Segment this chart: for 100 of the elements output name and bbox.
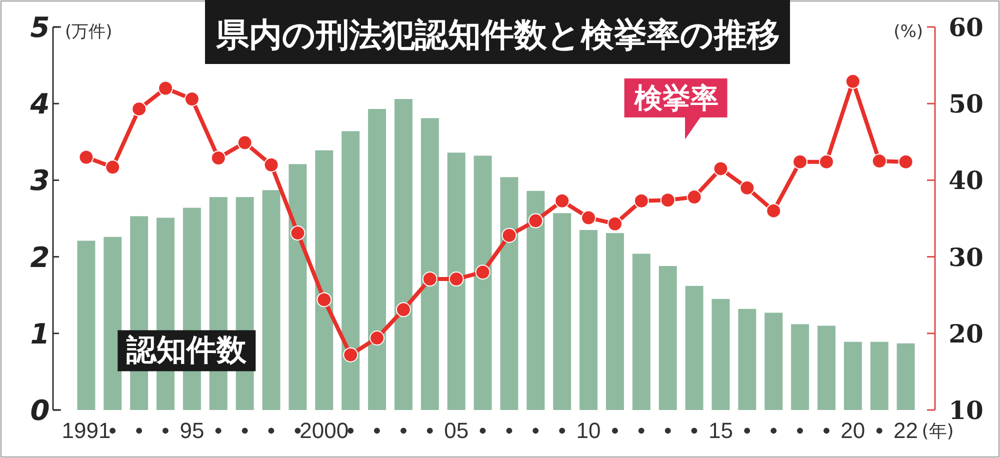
x-tick-label: • bbox=[214, 418, 222, 443]
x-tick-label: 15 bbox=[708, 418, 733, 443]
point bbox=[370, 330, 385, 346]
x-tick-label: • bbox=[532, 418, 540, 443]
y2-tick-label: 30 bbox=[948, 242, 984, 272]
bar bbox=[526, 190, 545, 410]
bar bbox=[791, 324, 810, 410]
series-label: 検挙率 bbox=[633, 81, 718, 114]
x-tick-label: 20 bbox=[840, 418, 866, 443]
y2-tick-label: 60 bbox=[948, 13, 984, 42]
x-tick-label: • bbox=[743, 418, 752, 443]
bar bbox=[104, 236, 122, 410]
bar bbox=[844, 342, 862, 410]
point bbox=[581, 210, 596, 226]
bar bbox=[342, 131, 360, 410]
bar bbox=[368, 108, 386, 410]
x-tick-label: • bbox=[664, 418, 672, 443]
point bbox=[422, 272, 438, 287]
y2-axis-title: (%) bbox=[894, 22, 923, 42]
point bbox=[448, 272, 464, 287]
point bbox=[528, 213, 544, 228]
bar bbox=[764, 312, 783, 410]
point bbox=[713, 161, 728, 176]
point bbox=[264, 157, 279, 172]
point bbox=[290, 226, 306, 241]
point bbox=[237, 135, 252, 150]
point bbox=[634, 193, 649, 208]
x-tick-label: 1991 bbox=[62, 418, 111, 443]
point bbox=[343, 347, 358, 362]
chart-title: 県内の刑法犯認知件数と検挙率の推移 bbox=[215, 15, 780, 54]
point bbox=[740, 180, 755, 196]
y-tick-label: 3 bbox=[30, 164, 50, 198]
point bbox=[872, 154, 887, 169]
x-tick-label: • bbox=[505, 418, 514, 443]
point bbox=[105, 160, 120, 175]
point bbox=[475, 264, 490, 280]
point bbox=[132, 101, 147, 116]
bar bbox=[658, 266, 677, 410]
x-tick-label: • bbox=[346, 418, 354, 443]
x-tick-label: • bbox=[478, 418, 487, 443]
x-tick-label: • bbox=[135, 418, 143, 443]
x-tick-label: • bbox=[796, 418, 804, 443]
x-tick-label: • bbox=[426, 418, 434, 443]
bar bbox=[870, 342, 888, 410]
point bbox=[502, 228, 517, 243]
bar bbox=[500, 177, 518, 410]
x-tick-label: 10 bbox=[576, 418, 601, 443]
x-tick-label: 2000 bbox=[300, 418, 349, 443]
point bbox=[396, 302, 411, 318]
bar bbox=[606, 233, 624, 410]
bar bbox=[712, 298, 730, 410]
x-tick-label: • bbox=[611, 418, 619, 443]
x-tick-label: • bbox=[638, 418, 646, 443]
bar bbox=[394, 99, 412, 410]
x-tick-label: 95 bbox=[180, 418, 204, 443]
bar bbox=[580, 230, 598, 410]
point bbox=[845, 74, 860, 89]
point bbox=[554, 193, 570, 208]
y2-tick-label: 20 bbox=[948, 319, 984, 348]
x-tick-label: • bbox=[558, 418, 566, 443]
y2-tick-label: 50 bbox=[948, 90, 984, 119]
x-tick-label: 22 bbox=[894, 418, 918, 443]
y-tick-label: 2 bbox=[30, 240, 50, 274]
bar bbox=[77, 240, 96, 410]
bar bbox=[632, 254, 650, 410]
y-axis-title: (万件) bbox=[65, 22, 112, 42]
x-tick-label: • bbox=[690, 418, 698, 443]
x-tick-label: • bbox=[875, 418, 884, 443]
bar bbox=[474, 156, 492, 410]
bar bbox=[896, 343, 915, 410]
bar bbox=[817, 326, 836, 410]
bar bbox=[447, 152, 466, 410]
series-label: 認知件数 bbox=[126, 333, 248, 368]
point bbox=[607, 216, 622, 232]
point bbox=[210, 150, 226, 166]
x-tick-label: • bbox=[267, 418, 276, 443]
point bbox=[158, 80, 174, 96]
y-tick-label: 1 bbox=[30, 317, 50, 350]
point bbox=[792, 154, 808, 170]
point bbox=[660, 192, 676, 208]
point bbox=[316, 292, 332, 308]
x-tick-label: 05 bbox=[444, 418, 469, 443]
point bbox=[818, 154, 834, 170]
bar bbox=[288, 164, 307, 410]
bar bbox=[738, 308, 756, 410]
bar bbox=[553, 213, 572, 410]
x-tick-label: • bbox=[240, 418, 249, 443]
point bbox=[898, 154, 914, 170]
bar bbox=[420, 118, 439, 410]
point bbox=[766, 203, 782, 218]
point bbox=[78, 150, 94, 165]
point bbox=[184, 92, 200, 107]
x-tick-label: • bbox=[162, 418, 170, 443]
x-tick-label: • bbox=[770, 418, 778, 443]
x-tick-label: • bbox=[373, 418, 381, 443]
x-tick-label: • bbox=[400, 418, 408, 443]
y-tick-label: 4 bbox=[29, 88, 50, 121]
x-tick-label: • bbox=[822, 418, 830, 443]
bar bbox=[262, 190, 280, 410]
y2-tick-label: 40 bbox=[948, 166, 984, 196]
